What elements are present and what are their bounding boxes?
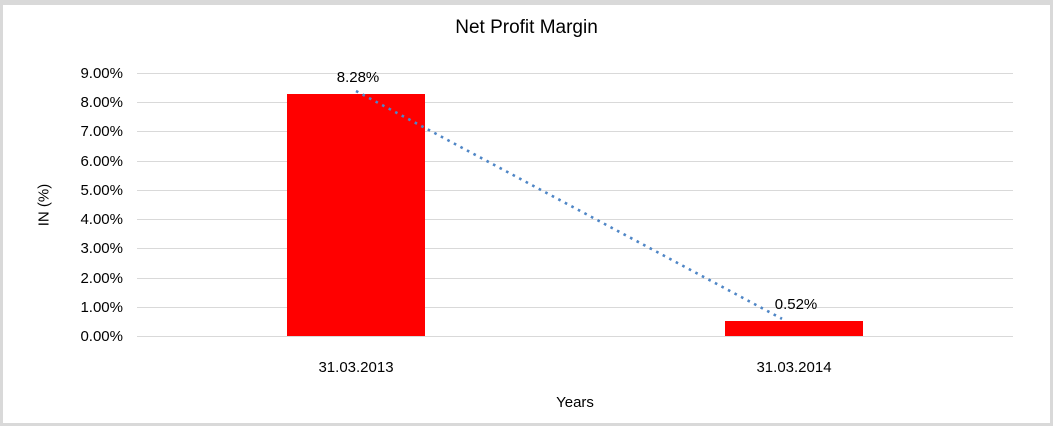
x-tick-label-2014: 31.03.2014 xyxy=(756,359,832,376)
x-axis-title: Years xyxy=(556,394,594,411)
gridline xyxy=(137,102,1013,104)
gridline xyxy=(137,73,1013,74)
y-tick-label: 9.00% xyxy=(80,65,123,82)
y-tick-label: 6.00% xyxy=(80,152,123,170)
data-label-2014: 0.52% xyxy=(774,295,818,313)
gridline xyxy=(137,306,1013,308)
gridline xyxy=(137,160,1013,162)
y-tick-label: 5.00% xyxy=(80,181,123,199)
bar-2013 xyxy=(287,94,425,336)
y-tick-label: 7.00% xyxy=(80,123,123,141)
gridline xyxy=(137,336,1013,337)
y-tick-label: 2.00% xyxy=(80,269,123,287)
x-tick-label-2013: 31.03.2013 xyxy=(318,359,394,376)
gridline xyxy=(137,248,1013,250)
y-tick-label: 3.00% xyxy=(80,240,123,258)
y-tick-label: 4.00% xyxy=(80,211,123,229)
y-tick-label: 8.00% xyxy=(80,94,123,112)
data-label-2013: 8.28% xyxy=(336,69,380,87)
plot-area xyxy=(137,73,1013,337)
bar-2014 xyxy=(725,320,863,336)
trendline xyxy=(355,89,783,320)
gridline xyxy=(137,277,1013,279)
gridline xyxy=(137,219,1013,221)
chart-title: Net Profit Margin xyxy=(455,17,598,38)
y-tick-label: 1.00% xyxy=(80,298,123,316)
gridline xyxy=(137,189,1013,191)
gridline xyxy=(137,131,1013,133)
y-tick-label: 0.00% xyxy=(80,328,123,345)
